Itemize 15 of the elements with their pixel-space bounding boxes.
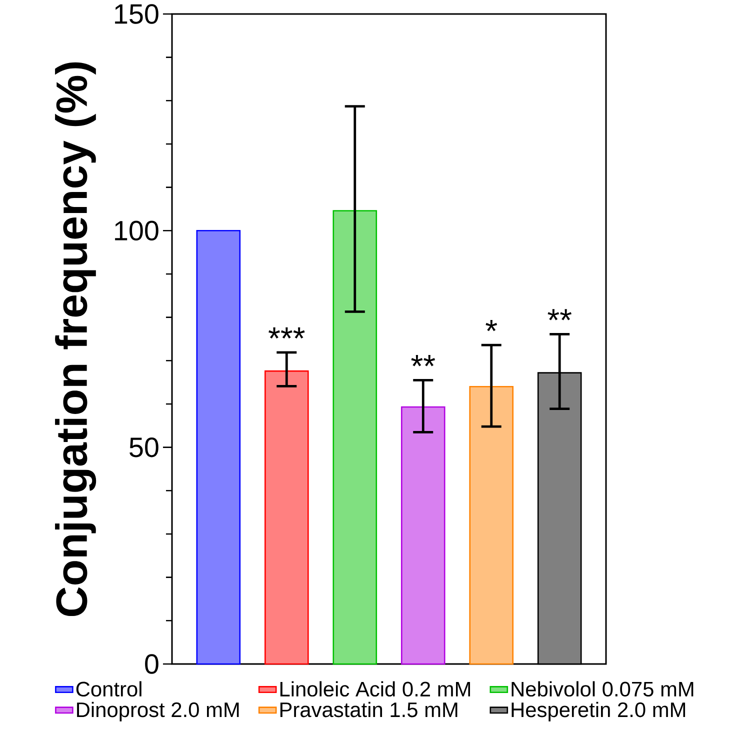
- legend-label: Dinoprost 2.0 mM: [77, 702, 239, 722]
- data-label: ***: [268, 327, 305, 339]
- data-label: **: [548, 309, 572, 320]
- y-tick-label: 150: [115, 4, 158, 24]
- y-axis-title: Conjugation frequency (%): [55, 62, 96, 616]
- y-tick-label: 0: [145, 654, 158, 674]
- data-label: *: [486, 320, 498, 332]
- data-label: **: [411, 355, 436, 366]
- y-tick-label: 50: [130, 437, 158, 458]
- legend-label: Control: [76, 681, 142, 697]
- y-tick-label: 100: [115, 220, 158, 241]
- legend-label: Nebivolol 0.075 mM: [512, 681, 694, 697]
- legend-label: Hesperetin 2.0 mM: [512, 702, 686, 722]
- legend-label: Pravastatin 1.5 mM: [280, 702, 458, 718]
- legend-label: Linoleic Acid 0.2 mM: [280, 681, 470, 697]
